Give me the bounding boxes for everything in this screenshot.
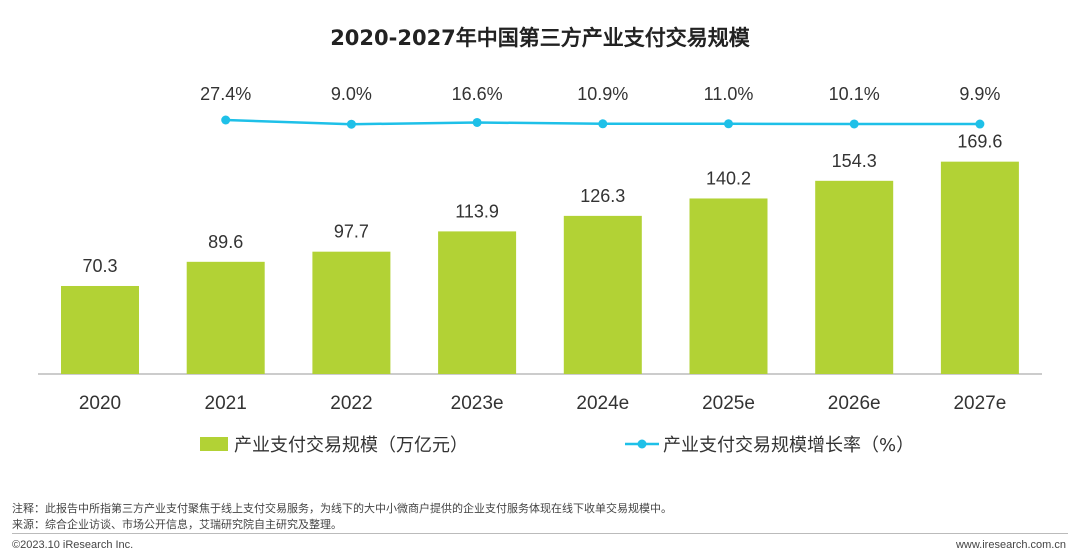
growth-label-2022: 9.0% xyxy=(331,84,372,104)
bar-2027e xyxy=(940,161,1019,374)
footer-copyright: ©2023.10 iResearch Inc. xyxy=(12,539,134,551)
x-tick-2021: 2021 xyxy=(205,393,247,414)
growth-label-2021: 27.4% xyxy=(200,84,251,104)
growth-label-2024e: 10.9% xyxy=(577,84,628,104)
bar-2024e xyxy=(563,215,642,374)
bar-2020 xyxy=(61,285,139,374)
chart-plot: 70.3 2020 89.6 2021 97.7 2022 113.9 2023e 126.3 2… xyxy=(38,84,1042,414)
x-tick-2027e: 2027e xyxy=(953,393,1006,414)
bar-label-2027e: 169.6 xyxy=(957,132,1002,152)
x-tick-2025e: 2025e xyxy=(702,393,755,414)
bar-2025e xyxy=(689,198,768,374)
x-tick-2023e: 2023e xyxy=(451,393,504,414)
growth-label-2026e: 10.1% xyxy=(829,84,880,104)
bar-2022 xyxy=(312,251,391,374)
bar-label-2025e: 140.2 xyxy=(706,168,751,188)
growth-point-2027e xyxy=(975,119,985,129)
bar-label-2026e: 154.3 xyxy=(832,151,877,171)
growth-point-2022 xyxy=(346,119,356,129)
legend-line-marker xyxy=(625,439,659,449)
bar-label-2023e: 113.9 xyxy=(455,201,499,221)
growth-point-2026e xyxy=(849,119,859,129)
legend-line: 产业支付交易规模增长率（%） xyxy=(625,431,914,457)
growth-point-2024e xyxy=(598,119,608,129)
growth-label-2025e: 11.0% xyxy=(704,84,754,104)
growth-point-2025e xyxy=(724,119,733,129)
growth-label-2023e: 16.6% xyxy=(452,84,503,104)
x-tick-2022: 2022 xyxy=(330,393,372,414)
x-tick-2026e: 2026e xyxy=(828,393,881,414)
growth-point-2023e xyxy=(472,117,482,127)
bar-label-2024e: 126.3 xyxy=(580,186,625,206)
footer-source: 来源：综合企业访谈、市场公开信息，艾瑞研究院自主研究及整理。 xyxy=(12,519,342,531)
bar-label-2020: 70.3 xyxy=(82,256,117,276)
legend-line-label: 产业支付交易规模增长率（%） xyxy=(663,435,915,456)
growth-point-2021 xyxy=(221,115,231,125)
legend-bar: 产业支付交易规模（万亿元） xyxy=(200,431,468,457)
bar-2023e xyxy=(438,231,517,374)
chart-title: 2020-2027年中国第三方产业支付交易规模 xyxy=(330,26,750,50)
growth-label-2027e: 9.9% xyxy=(959,84,1000,104)
bar-label-2022: 97.7 xyxy=(334,222,369,242)
legend-bar-label: 产业支付交易规模（万亿元） xyxy=(234,435,468,456)
bar-2026e xyxy=(815,180,894,374)
footer-divider xyxy=(12,533,1068,534)
bar-label-2021: 89.6 xyxy=(208,232,243,252)
legend-bar-swatch xyxy=(200,437,228,451)
x-tick-2024e: 2024e xyxy=(576,393,629,414)
x-tick-2020: 2020 xyxy=(79,393,121,414)
bar-2021 xyxy=(186,261,265,374)
footer-website: www.iresearch.com.cn xyxy=(955,539,1066,551)
footer-note: 注释：此报告中所指第三方产业支付聚焦于线上支付交易服务，为线下的大中小微商户提供… xyxy=(12,503,672,515)
